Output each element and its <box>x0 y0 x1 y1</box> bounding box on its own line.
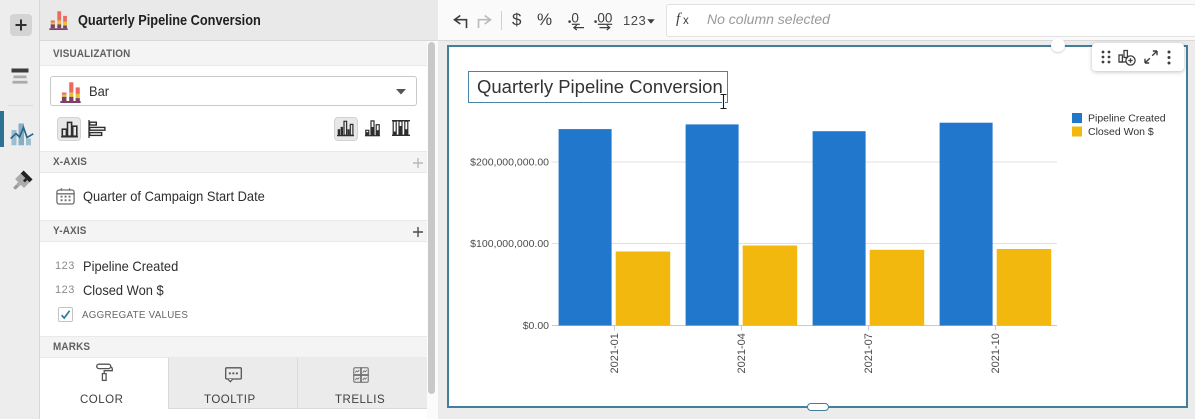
svg-text:$100,000,000.00: $100,000,000.00 <box>470 238 549 250</box>
svg-text:Pipeline Created: Pipeline Created <box>1088 113 1166 125</box>
svg-text:$200,000,000.00: $200,000,000.00 <box>470 157 549 169</box>
svg-text:2021-07: 2021-07 <box>863 333 875 373</box>
svg-text:2021-01: 2021-01 <box>609 333 621 373</box>
svg-text:00: 00 <box>597 11 612 26</box>
svg-text:$0.00: $0.00 <box>523 320 549 332</box>
svg-text:2021-10: 2021-10 <box>990 333 1002 373</box>
svg-text:2021-04: 2021-04 <box>736 333 748 373</box>
svg-text:Closed Won $: Closed Won $ <box>1088 126 1154 138</box>
svg-text:0: 0 <box>571 11 579 26</box>
